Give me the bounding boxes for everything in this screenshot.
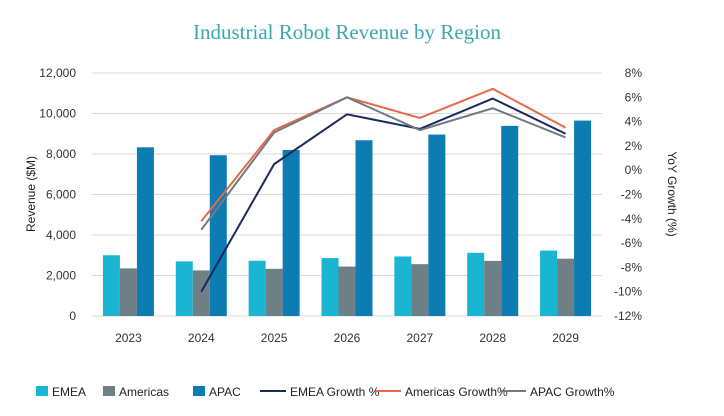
bar-emea (540, 250, 558, 316)
bar-americas (411, 264, 429, 316)
bar-emea (248, 260, 266, 316)
bar-americas (265, 268, 283, 316)
bar-americas (119, 268, 137, 316)
bar-apac (574, 120, 592, 317)
y2-tick-label: 2% (625, 139, 643, 153)
legend-item: APAC (193, 385, 241, 399)
line-americas-growth (200, 87, 567, 222)
legend-swatch (103, 386, 115, 396)
legend-label: Americas Growth% (405, 385, 508, 399)
y2-axis-title: YoY Growth (%) (665, 151, 679, 236)
axes: 0 2,000 4,000 6,000 8,000 10,000 12,000 -12% -10… (39, 66, 642, 345)
x-tick-label: 2025 (261, 331, 288, 345)
y2-tick-label: -2% (621, 188, 643, 202)
legend-item: APAC Growth% (500, 385, 615, 399)
y-tick-label: 10,000 (39, 107, 76, 121)
y-tick-label: 2,000 (46, 269, 76, 283)
chart-title: Industrial Robot Revenue by Region (193, 20, 501, 44)
x-tick-label: 2029 (552, 331, 579, 345)
line-apac-growth (200, 96, 566, 231)
legend-swatch (36, 386, 48, 396)
legend: EMEA Americas APAC EMEA Growth % Americas Gr… (36, 385, 615, 399)
y-tick-label: 4,000 (46, 228, 76, 242)
y2-tick-label: -4% (621, 212, 643, 226)
y-tick-label: 8,000 (46, 147, 76, 161)
y2-tick-label: -8% (621, 260, 643, 274)
y-axis-title: Revenue ($M) (24, 156, 38, 232)
bar-apac (209, 155, 227, 316)
x-tick-label: 2024 (188, 331, 215, 345)
legend-swatch (193, 386, 205, 396)
y-tick-label: 0 (69, 309, 76, 323)
bar-americas (192, 270, 210, 316)
bar-apac (136, 147, 154, 316)
bar-apac (501, 125, 519, 316)
bar-emea (102, 255, 120, 316)
growth-lines (200, 87, 567, 293)
y2-tick-label: 0% (625, 163, 643, 177)
legend-item: Americas (103, 385, 169, 399)
bar-americas (557, 258, 575, 316)
legend-item: EMEA (36, 385, 86, 399)
y2-tick-label: 6% (625, 90, 643, 104)
bar-apac (355, 140, 373, 316)
legend-item: Americas Growth% (375, 385, 508, 399)
bars (102, 120, 592, 317)
bar-emea (467, 252, 485, 316)
bar-emea (175, 261, 193, 316)
y2-tick-label: -12% (614, 309, 642, 323)
legend-item: EMEA Growth % (260, 385, 380, 399)
bar-apac (428, 134, 446, 316)
y-tick-label: 12,000 (39, 66, 76, 80)
legend-label: Americas (119, 385, 169, 399)
x-tick-label: 2023 (115, 331, 142, 345)
bar-apac (282, 149, 300, 316)
legend-label: EMEA (52, 385, 86, 399)
legend-label: APAC Growth% (530, 385, 615, 399)
line-emea-growth (200, 97, 567, 293)
y2-tick-label: -6% (621, 236, 643, 250)
legend-label: APAC (209, 385, 241, 399)
y2-tick-label: -10% (614, 285, 642, 299)
legend-label: EMEA Growth % (290, 385, 380, 399)
x-tick-label: 2027 (407, 331, 434, 345)
bar-emea (321, 258, 339, 316)
bar-americas (484, 260, 502, 316)
x-tick-label: 2026 (334, 331, 361, 345)
y-tick-label: 6,000 (46, 188, 76, 202)
bar-americas (338, 266, 356, 316)
x-tick-label: 2028 (479, 331, 506, 345)
bar-emea (394, 256, 412, 316)
y2-tick-label: 4% (625, 115, 643, 129)
y2-tick-label: 8% (625, 66, 643, 80)
